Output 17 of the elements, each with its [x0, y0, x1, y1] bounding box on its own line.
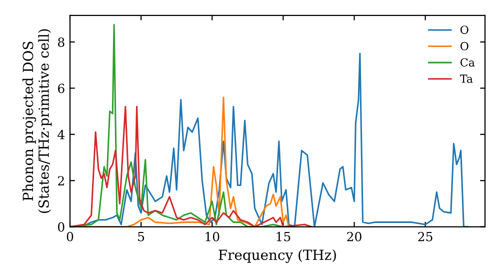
- x-tick-label: 10: [206, 232, 220, 242]
- legend-label: O: [460, 42, 468, 50]
- x-tick-label: 15: [276, 232, 290, 242]
- y-tick-label: 4: [58, 130, 65, 140]
- x-tick-label: 0: [66, 232, 74, 242]
- legend-label: Ca: [460, 58, 475, 67]
- y-tick-label: 6: [58, 84, 64, 94]
- y-tick-label: 8: [58, 37, 64, 47]
- x-axis-title: Frequency (THz): [218, 249, 336, 263]
- y-axis-title: Phonon projected DOS (States/THz·primitive cell): [22, 29, 52, 213]
- legend-label: O: [460, 26, 468, 34]
- x-tick-label: 5: [138, 232, 144, 242]
- y-tick-label: 2: [58, 176, 64, 186]
- x-tick-label: 20: [347, 232, 362, 242]
- y-tick-label: 0: [58, 222, 64, 232]
- x-tick-label: 25: [418, 232, 432, 242]
- legend-label: Ta: [460, 74, 473, 83]
